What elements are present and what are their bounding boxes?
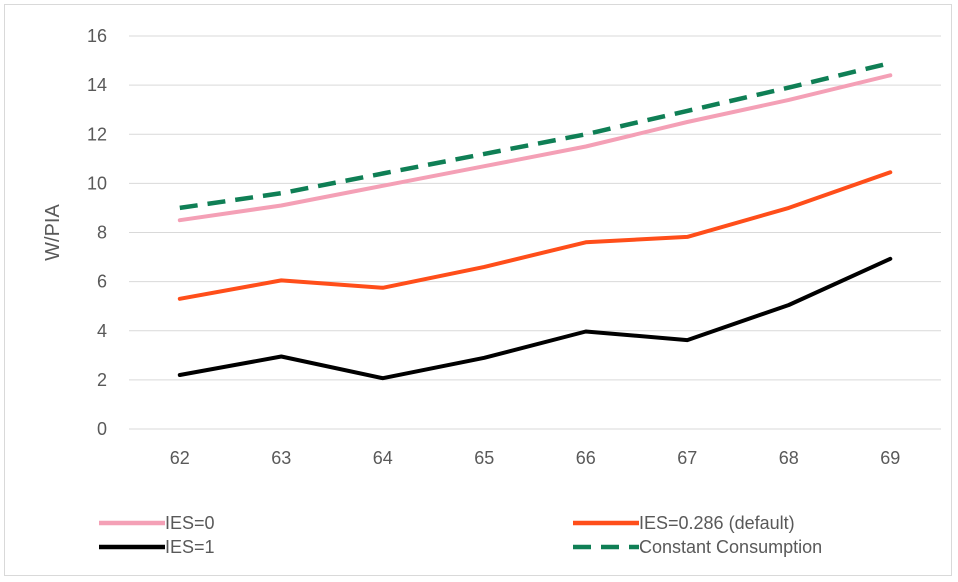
series-line-2 (177, 256, 893, 381)
y-tick-label-14: 14 (87, 75, 107, 95)
legend-label-1: IES=0.286 (default) (639, 513, 795, 533)
y-tick-label-2: 2 (97, 370, 107, 390)
x-tick-label-65: 65 (474, 448, 494, 468)
y-tick-label-10: 10 (87, 173, 107, 193)
x-tick-label-62: 62 (170, 448, 190, 468)
y-tick-label-4: 4 (97, 321, 107, 341)
chart-frame: 0 2 4 6 8 10 12 14 16 62 63 64 65 66 67 68 69 W/PIA IES… (4, 4, 952, 576)
series-line-3 (179, 60, 891, 211)
y-tick-label-8: 8 (97, 223, 107, 243)
series-line-1 (177, 170, 893, 301)
y-tick-label-6: 6 (97, 272, 107, 292)
y-axis-ticks: 0 2 4 6 8 10 12 14 16 (87, 26, 107, 439)
gridlines (129, 35, 941, 430)
legend-label-2: IES=1 (165, 537, 215, 557)
x-tick-label-66: 66 (576, 448, 596, 468)
series-line-0 (177, 73, 893, 223)
x-tick-label-63: 63 (271, 448, 291, 468)
x-tick-label-64: 64 (373, 448, 393, 468)
legend-label-3: Constant Consumption (639, 537, 822, 557)
x-tick-label-69: 69 (880, 448, 900, 468)
legend-label-0: IES=0 (165, 513, 215, 533)
y-tick-label-12: 12 (87, 124, 107, 144)
x-tick-label-68: 68 (779, 448, 799, 468)
y-tick-label-0: 0 (97, 419, 107, 439)
legend: IES=0 IES=0.286 (default) IES=1 Constant Co… (99, 513, 822, 557)
series-lines (177, 60, 893, 381)
x-tick-label-67: 67 (677, 448, 697, 468)
y-axis-title: W/PIA (42, 204, 64, 261)
y-tick-label-16: 16 (87, 26, 107, 46)
x-axis-ticks: 62 63 64 65 66 67 68 69 (170, 448, 901, 468)
